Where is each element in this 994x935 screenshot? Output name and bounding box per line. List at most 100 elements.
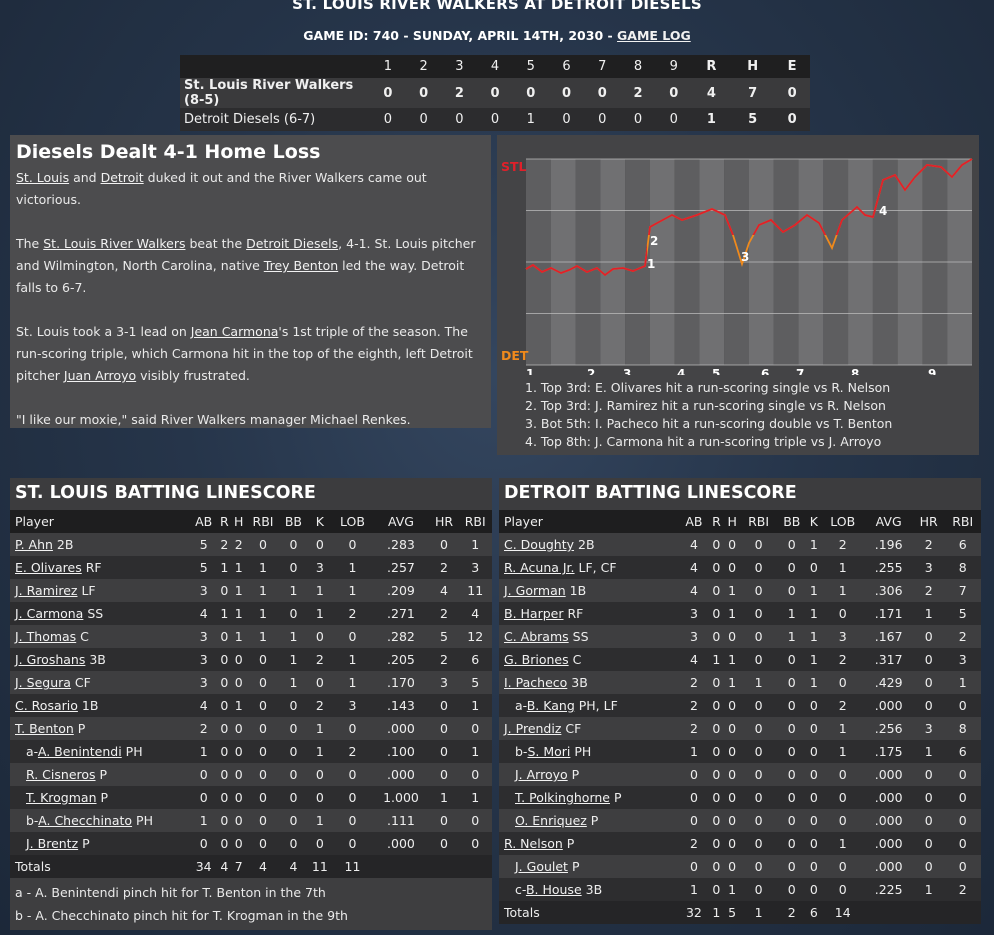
player-link[interactable]: T. Polkinghorne xyxy=(515,790,610,805)
player-link[interactable]: J. Gorman xyxy=(504,583,566,598)
player-link[interactable]: T. Benton xyxy=(15,721,74,736)
link-st-louis[interactable]: St. Louis xyxy=(16,170,70,185)
player-link[interactable]: J. Ramirez xyxy=(15,583,78,598)
player-link[interactable]: C. Rosario xyxy=(15,698,78,713)
batting-stat: 1 xyxy=(332,648,373,671)
player-link[interactable]: R. Nelson xyxy=(504,836,563,851)
scoring-marker-3: 3 xyxy=(741,250,749,264)
batting-stat: 1 xyxy=(806,671,821,694)
batting-stat: 3 xyxy=(820,625,865,648)
batting-stat: 0 xyxy=(708,671,724,694)
player-link[interactable]: J. Thomas xyxy=(15,629,77,644)
player-position: C xyxy=(568,652,582,667)
batting-stat: 0 xyxy=(806,855,821,878)
batting-stat: .271 xyxy=(372,602,430,625)
batting-stat: 0 xyxy=(231,671,247,694)
batting-player-cell: C. Rosario 1B xyxy=(10,694,190,717)
linescore-team-name[interactable]: Detroit Diesels (6-7) xyxy=(180,108,370,131)
batting-row: T. Polkinghorne P 0 0 0 0 0 0 0.000 0 0 xyxy=(499,786,981,809)
batting-stat: 0 xyxy=(708,809,724,832)
batting-stat: 1 xyxy=(740,671,777,694)
batting-stat: 0 xyxy=(776,786,807,809)
batting-stat: 0 xyxy=(740,556,777,579)
batting-stat: 2 xyxy=(332,602,373,625)
batting-stat: .205 xyxy=(372,648,430,671)
player-position: 3B xyxy=(85,652,106,667)
batting-col-k: K xyxy=(806,510,821,533)
player-link[interactable]: J. Carmona xyxy=(15,606,84,621)
batting-col-avg: AVG xyxy=(372,510,430,533)
player-link[interactable]: E. Olivares xyxy=(15,560,82,575)
player-link[interactable]: J. Arroyo xyxy=(515,767,568,782)
batting-stat: 0 xyxy=(912,625,945,648)
batting-col-player: Player xyxy=(10,510,190,533)
player-link[interactable]: B. House xyxy=(525,882,582,897)
link-diesels[interactable]: Detroit Diesels xyxy=(246,236,339,251)
link-river-walkers[interactable]: St. Louis River Walkers xyxy=(43,236,186,251)
batting-stat: 1 xyxy=(820,832,865,855)
player-link[interactable]: S. Mori xyxy=(527,744,571,759)
link-trey-benton[interactable]: Trey Benton xyxy=(263,258,339,273)
batting-stat: 1 xyxy=(190,740,218,763)
stl-batting-title: ST. LOUIS BATTING LINESCORE xyxy=(10,478,492,510)
sub-prefix: a- xyxy=(26,744,38,759)
player-link[interactable]: I. Pacheco xyxy=(504,675,568,690)
link-detroit[interactable]: Detroit xyxy=(100,170,144,185)
batting-stat: 1 xyxy=(279,625,308,648)
batting-stat: 1 xyxy=(458,786,492,809)
player-position: P xyxy=(562,836,575,851)
batting-stat: 0 xyxy=(820,602,865,625)
inning-tick-6: 6 xyxy=(761,367,769,375)
player-link[interactable]: B. Harper xyxy=(504,606,564,621)
player-link[interactable]: C. Doughty xyxy=(504,537,575,552)
player-link[interactable]: A. Benintendi xyxy=(37,744,122,759)
batting-row: J. Prendiz CF 2 0 0 0 0 0 1.256 3 8 xyxy=(499,717,981,740)
batting-row: I. Pacheco 3B 2 0 1 1 0 1 0.429 0 1 xyxy=(499,671,981,694)
batting-stat: 0 xyxy=(723,625,741,648)
player-link[interactable]: J. Segura xyxy=(15,675,71,690)
game-log-link[interactable]: GAME LOG xyxy=(617,28,691,43)
totals-stat: 4 xyxy=(246,855,280,878)
batting-stat: 1.000 xyxy=(372,786,430,809)
batting-stat: 2 xyxy=(429,556,459,579)
link-juan-arroyo[interactable]: Juan Arroyo xyxy=(63,368,137,383)
player-link[interactable]: P. Ahn xyxy=(15,537,53,552)
player-link[interactable]: T. Krogman xyxy=(26,790,97,805)
player-link[interactable]: C. Abrams xyxy=(504,629,569,644)
batting-stat: 0 xyxy=(912,832,945,855)
linescore-team-name[interactable]: St. Louis River Walkers (8-5) xyxy=(180,78,370,108)
batting-row: R. Nelson P 2 0 0 0 0 0 1.000 0 0 xyxy=(499,832,981,855)
player-link[interactable]: A. Checchinato xyxy=(38,813,133,828)
batting-stat: 0 xyxy=(231,763,247,786)
player-link[interactable]: R. Cisneros xyxy=(26,767,96,782)
player-link[interactable]: J. Goulet xyxy=(515,859,568,874)
player-link[interactable]: J. Prendiz xyxy=(504,721,562,736)
player-link[interactable]: R. Acuna Jr. xyxy=(504,560,575,575)
batting-stat: 0 xyxy=(820,763,865,786)
batting-stat: 0 xyxy=(246,763,280,786)
batting-stat: 1 xyxy=(912,602,945,625)
linescore-inning-runs: 0 xyxy=(405,78,442,108)
player-link[interactable]: J. Brentz xyxy=(26,836,79,851)
batting-stat: 0 xyxy=(246,533,280,556)
batting-stat: 0 xyxy=(332,786,373,809)
batting-stat: 0 xyxy=(776,556,807,579)
batting-stat: 0 xyxy=(723,556,741,579)
batting-row: a-A. Benintendi PH 1 0 0 0 0 1 2.100 0 1 xyxy=(10,740,492,763)
player-link[interactable]: J. Groshans xyxy=(15,652,86,667)
player-link[interactable]: G. Briones xyxy=(504,652,569,667)
link-jean-carmona[interactable]: Jean Carmona xyxy=(190,324,279,339)
batting-stat: 2 xyxy=(912,579,945,602)
stl-batting-table: Player AB R H RBI BB K LOB AVG HR RBI P. Ahn 2B 5 2 2 0… xyxy=(10,510,492,878)
batting-stat: 2 xyxy=(944,625,981,648)
totals-stat: 4 xyxy=(279,855,308,878)
inning-tick-5: 5 xyxy=(712,367,720,375)
det-axis-label: DET xyxy=(501,348,529,363)
batting-row: J. Carmona SS 4 1 1 1 0 1 2.271 2 4 xyxy=(10,602,492,625)
player-link[interactable]: O. Enriquez xyxy=(515,813,587,828)
sub-prefix: b- xyxy=(515,744,528,759)
batting-player-cell: b-A. Checchinato PH xyxy=(10,809,190,832)
player-link[interactable]: B. Kang xyxy=(526,698,575,713)
batting-stat: 3 xyxy=(912,717,945,740)
batting-stat: 0 xyxy=(740,855,777,878)
